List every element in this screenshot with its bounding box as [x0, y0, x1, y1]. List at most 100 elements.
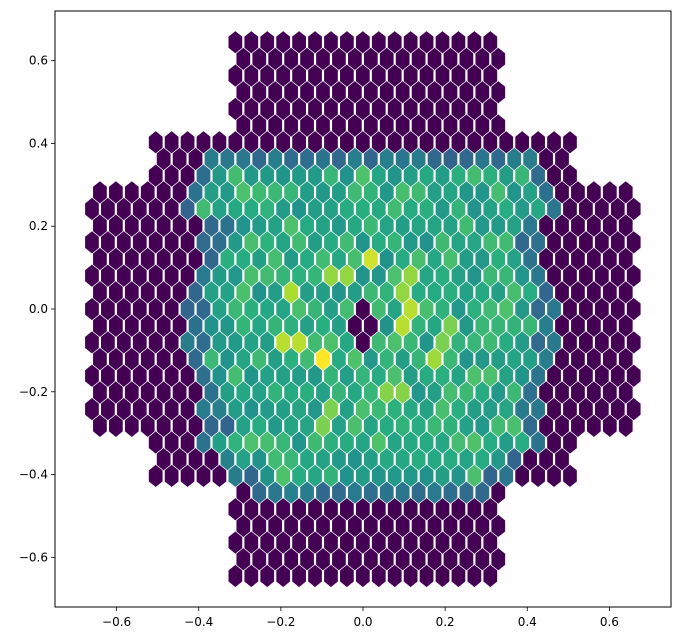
hex-cell	[339, 97, 354, 121]
hex-cell	[443, 514, 458, 538]
hex-cell	[395, 547, 410, 571]
hex-cell	[164, 264, 179, 288]
hex-cell	[586, 347, 601, 371]
hex-cell	[244, 464, 259, 488]
hex-cell	[443, 114, 458, 137]
hex-cell	[307, 130, 323, 154]
hex-cell	[292, 364, 307, 388]
hex-cell	[602, 414, 617, 438]
hex-cell	[618, 180, 633, 204]
hex-cell	[108, 347, 123, 371]
hex-cell	[507, 180, 522, 204]
hex-cell	[451, 30, 466, 54]
hex-cell	[475, 314, 490, 338]
hex-cell	[371, 97, 386, 121]
hex-cell	[499, 164, 514, 188]
hex-cell	[419, 297, 434, 321]
hex-cell	[451, 64, 466, 87]
hex-cell	[100, 264, 115, 288]
hex-cell	[459, 514, 474, 538]
hex-cell	[323, 397, 339, 421]
hex-cell	[331, 147, 347, 171]
hex-cell	[562, 264, 578, 288]
hex-cell	[475, 214, 490, 238]
hex-cell	[562, 230, 578, 254]
hex-cell	[299, 281, 315, 304]
hex-cell	[315, 180, 331, 204]
hex-cell	[475, 381, 490, 404]
hex-cell	[292, 230, 307, 254]
hex-cell	[602, 281, 617, 304]
hex-cell	[554, 347, 570, 371]
hex-cell	[475, 147, 490, 171]
hex-cell	[156, 180, 171, 204]
hex-cell	[363, 114, 378, 137]
hex-cell	[276, 397, 291, 421]
hex-cell	[299, 114, 315, 137]
hex-cell	[323, 564, 339, 588]
hex-cell	[307, 97, 323, 121]
hex-cell	[379, 180, 394, 204]
hex-cell	[180, 130, 195, 154]
hex-cell	[546, 197, 562, 221]
hex-cell	[443, 414, 458, 438]
hex-cell	[236, 481, 251, 504]
hex-cell	[371, 431, 386, 454]
hex-cell	[523, 347, 538, 371]
hex-cell	[379, 247, 394, 271]
hex-cell	[554, 447, 570, 471]
hex-cell	[443, 180, 458, 204]
hex-cell	[419, 64, 434, 87]
hex-cell	[252, 347, 267, 371]
hex-cell	[148, 130, 163, 154]
hex-cell	[92, 281, 108, 304]
hex-cell	[347, 447, 362, 471]
hex-cell	[491, 80, 506, 104]
hex-cell	[531, 130, 546, 154]
hex-cell	[570, 314, 586, 338]
hex-cell	[204, 214, 219, 238]
hex-cell	[188, 214, 203, 238]
hex-cell	[188, 347, 203, 371]
hex-cell	[546, 397, 562, 421]
hex-cell	[459, 214, 474, 238]
hex-cell	[435, 497, 450, 521]
hex-cell	[260, 230, 275, 254]
hex-cell	[236, 547, 251, 571]
hex-cell	[292, 331, 307, 354]
hex-cell	[347, 80, 362, 104]
hex-cell	[594, 230, 609, 254]
hex-cell	[331, 381, 347, 404]
hex-cell	[475, 80, 490, 104]
hex-cell	[347, 114, 362, 137]
hex-cell	[387, 431, 402, 454]
hex-cell	[124, 414, 139, 438]
hex-cell	[347, 347, 362, 371]
hex-cell	[315, 314, 331, 338]
hex-cell	[188, 281, 203, 304]
hex-cell	[244, 497, 259, 521]
hex-cell	[562, 364, 578, 388]
hex-cell	[355, 130, 370, 154]
hex-cell	[411, 481, 426, 504]
hex-cell	[180, 264, 195, 288]
hex-cell	[220, 147, 235, 171]
hex-cell	[244, 64, 259, 87]
hex-cell	[459, 147, 474, 171]
hex-cell	[523, 281, 538, 304]
hex-cell	[236, 180, 251, 204]
hex-cell	[299, 47, 315, 71]
hex-cell	[164, 130, 179, 154]
x-tick-label: 0.0	[353, 615, 372, 629]
hex-cell	[307, 497, 323, 521]
hex-cell	[347, 314, 362, 338]
hex-cell	[116, 197, 131, 221]
hex-cell	[196, 197, 211, 221]
hex-cell	[459, 314, 474, 338]
hex-cell	[578, 197, 594, 221]
hex-cell	[403, 230, 418, 254]
hex-cell	[578, 397, 594, 421]
hex-cell	[315, 147, 331, 171]
hex-cell	[618, 314, 633, 338]
hex-cell	[260, 64, 275, 87]
